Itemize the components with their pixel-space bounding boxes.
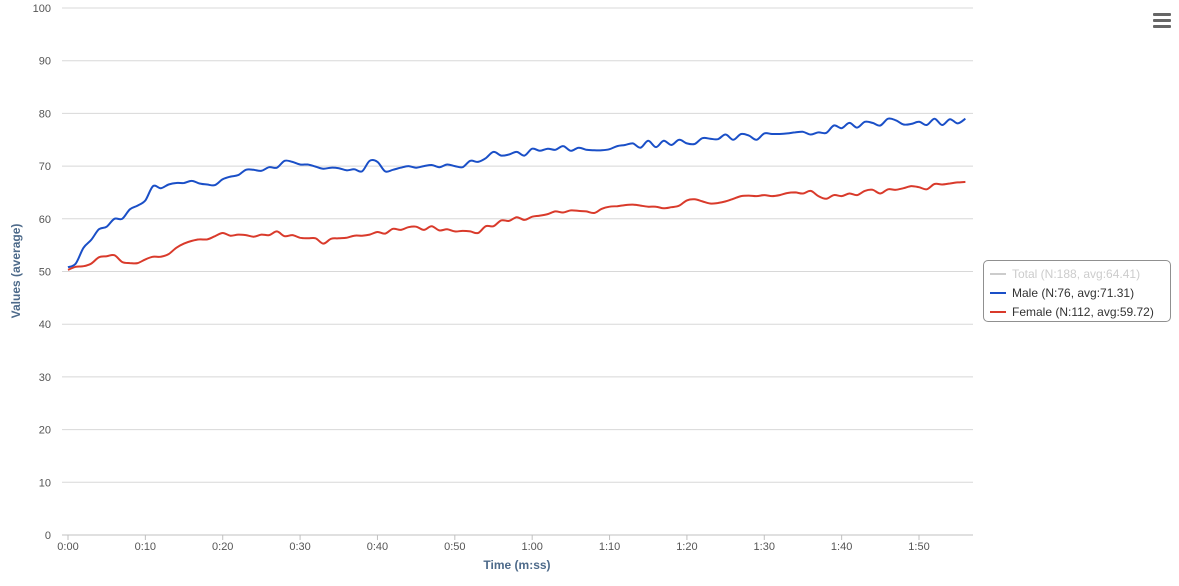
x-tick-label: 0:30: [289, 541, 310, 553]
x-axis-title: Time (m:ss): [483, 558, 550, 572]
x-tick-label: 0:00: [57, 541, 78, 553]
x-tick-label: 1:00: [521, 541, 542, 553]
series-line-male[interactable]: [67, 117, 966, 269]
legend-swatch-total: [990, 272, 1006, 275]
hamburger-menu-icon[interactable]: [1150, 10, 1174, 30]
legend-swatch-female: [990, 310, 1006, 313]
y-tick-label: 100: [33, 3, 51, 15]
x-tick-label: 0:40: [367, 541, 388, 553]
y-axis-ticks: 0 10 20 30 40 50 60 70 80 90 100: [33, 3, 51, 542]
legend-item-total[interactable]: Total (N:188, avg:64.41): [990, 264, 1170, 283]
y-tick-label: 30: [39, 372, 51, 384]
menu-icon-bar: [1153, 13, 1171, 16]
gridlines: [62, 7, 973, 536]
x-tick-label: 0:10: [135, 541, 156, 553]
legend-item-male[interactable]: Male (N:76, avg:71.31): [990, 283, 1170, 302]
menu-icon-bar: [1153, 25, 1171, 28]
x-tick-label: 1:40: [831, 541, 852, 553]
chart-legend: Total (N:188, avg:64.41) Male (N:76, avg…: [983, 260, 1171, 322]
series-lines: [67, 117, 966, 271]
y-tick-label: 0: [45, 530, 51, 542]
legend-label-total: Total (N:188, avg:64.41): [1012, 266, 1141, 281]
series-line-female[interactable]: [67, 180, 966, 271]
y-tick-label: 10: [39, 477, 51, 489]
y-axis-title: Values (average): [9, 224, 23, 319]
x-tick-label: 0:50: [444, 541, 465, 553]
x-tick-label: 1:10: [599, 541, 620, 553]
legend-label-female: Female (N:112, avg:59.72): [1012, 304, 1154, 319]
y-tick-label: 20: [39, 425, 51, 437]
y-tick-label: 70: [39, 161, 51, 173]
y-tick-label: 40: [39, 319, 51, 331]
legend-swatch-male: [990, 291, 1006, 294]
x-axis-ticks: 0:00 0:10 0:20 0:30 0:40 0:50 1:00 1:10 1:20 1:30…: [57, 535, 930, 553]
x-tick-label: 1:50: [908, 541, 929, 553]
y-tick-label: 60: [39, 214, 51, 226]
legend-item-female[interactable]: Female (N:112, avg:59.72): [990, 302, 1170, 321]
x-tick-label: 1:30: [754, 541, 775, 553]
legend-label-male: Male (N:76, avg:71.31): [1012, 285, 1135, 300]
y-tick-label: 90: [39, 56, 51, 68]
y-tick-label: 50: [39, 267, 51, 279]
y-tick-label: 80: [39, 108, 51, 120]
x-tick-label: 1:20: [676, 541, 697, 553]
menu-icon-bar: [1153, 19, 1171, 22]
x-tick-label: 0:20: [212, 541, 233, 553]
